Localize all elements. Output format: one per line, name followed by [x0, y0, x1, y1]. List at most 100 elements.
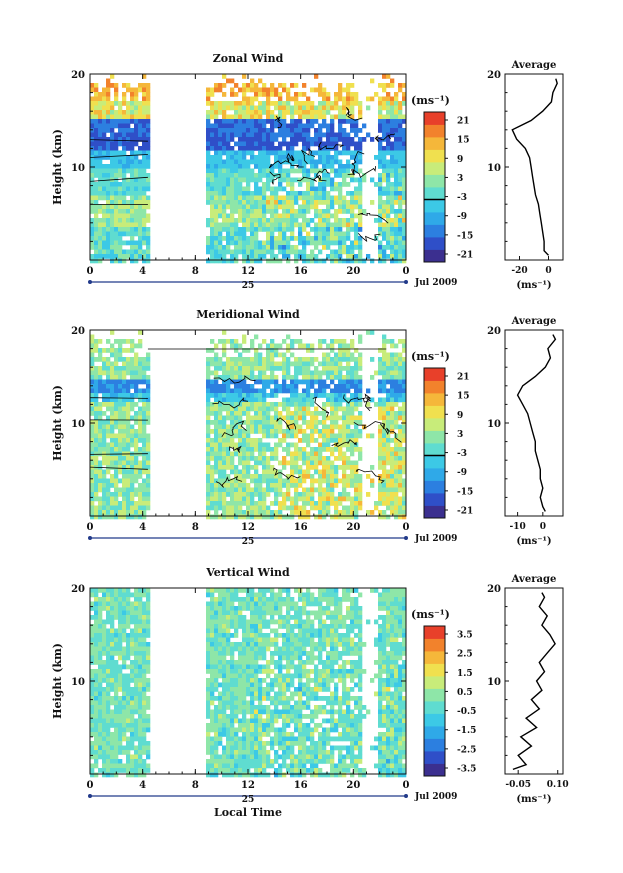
- average-profile: Average 10 20 -20 0 (ms⁻¹): [487, 60, 564, 291]
- colorbar-tick-label: 3.5: [457, 631, 473, 641]
- y-axis-label: Height (km): [51, 643, 64, 719]
- avg-x-tick-label: 0: [545, 266, 551, 276]
- colorbar-tick-label: 1.5: [457, 669, 473, 679]
- x-tick-label: 20: [346, 522, 360, 533]
- y-tick-label: 20: [71, 326, 85, 337]
- x-tick-label: 12: [241, 780, 255, 791]
- x-tick-label: 16: [294, 266, 308, 277]
- avg-y-tick-label: 20: [487, 70, 501, 81]
- average-profile: Average 10 20 -10 0 (ms⁻¹): [487, 316, 564, 547]
- colorbar-tick-label: 21: [457, 373, 470, 383]
- avg-x-label: (ms⁻¹): [516, 280, 551, 291]
- average-frame: [504, 587, 564, 775]
- colorbar: 21 15 9 3 -3 -9 -15 -21: [423, 111, 473, 263]
- colorbar-unit: (ms⁻¹): [411, 350, 450, 363]
- date-marker: 25: [242, 281, 255, 291]
- colorbar-tick-label: 9: [457, 411, 463, 421]
- avg-x-tick-label: -10: [509, 522, 525, 532]
- x-tick-label: 0: [403, 266, 410, 277]
- colorbar-tick-label: -21: [457, 251, 473, 261]
- colorbar-tick-label: -9: [457, 468, 467, 478]
- average-frame: [504, 73, 564, 261]
- colorbar-tick-label: -9: [457, 212, 467, 222]
- colorbar-tick-label: 21: [457, 117, 470, 127]
- panel-title: Vertical Wind: [205, 566, 290, 579]
- contours: [89, 107, 395, 242]
- date-bar-start: [88, 536, 92, 540]
- colorbar-tick-label: -15: [457, 487, 473, 497]
- date-bar-start: [88, 280, 92, 284]
- colorbar: 3.5 2.5 1.5 0.5 -0.5 -1.5 -2.5 -3.5: [423, 625, 476, 777]
- x-tick-label: 8: [192, 780, 199, 791]
- colorbar: 21 15 9 3 -3 -9 -15 -21: [423, 367, 473, 519]
- x-tick-label: 12: [241, 522, 255, 533]
- x-tick-label: 0: [87, 522, 94, 533]
- colorbar-tick-label: 0.5: [457, 688, 473, 698]
- y-tick-label: 20: [71, 584, 85, 595]
- panel-meridional-wind: Meridional Wind 10 20 Height (km) 0 4 8 12 16 20 0…: [51, 308, 564, 547]
- x-tick-label: 8: [192, 266, 199, 277]
- average-profile: Average 10 20 -0.05 0.10 (ms⁻¹): [487, 574, 569, 805]
- y-tick-label: 20: [71, 70, 85, 81]
- average-line: [511, 78, 558, 256]
- heatmap: [90, 588, 407, 778]
- x-tick-label: 16: [294, 522, 308, 533]
- colorbar-tick-label: 15: [457, 136, 470, 146]
- colorbar-tick-label: 3: [457, 430, 463, 440]
- avg-x-tick-label: 0.10: [547, 780, 569, 790]
- avg-x-tick-label: -20: [511, 266, 527, 276]
- colorbar-frame: [423, 111, 446, 263]
- average-line: [512, 592, 556, 771]
- colorbar-tick-label: 15: [457, 392, 470, 402]
- x-tick-label: 20: [346, 780, 360, 791]
- average-title: Average: [511, 574, 557, 585]
- y-tick-label: 10: [71, 677, 85, 688]
- colorbar-tick-label: -0.5: [457, 707, 476, 717]
- date-bar-end: [404, 536, 408, 540]
- colorbar-tick-label: -3: [457, 193, 467, 203]
- x-tick-label: 4: [139, 266, 146, 277]
- average-title: Average: [511, 60, 557, 71]
- x-tick-label: 4: [139, 780, 146, 791]
- x-tick-label: 16: [294, 780, 308, 791]
- x-tick-label: 8: [192, 522, 199, 533]
- y-axis-label: Height (km): [51, 385, 64, 461]
- heatmap: [90, 74, 407, 264]
- x-tick-label: 0: [403, 522, 410, 533]
- x-tick-label: 4: [139, 522, 146, 533]
- colorbar-tick-label: 9: [457, 155, 463, 165]
- date-bar-end: [404, 280, 408, 284]
- avg-y-tick-label: 20: [487, 584, 501, 595]
- date-marker: 25: [242, 795, 255, 805]
- panel-zonal-wind: Zonal Wind 10 20 Height (km) 0 4 8 12 16 20 0 25 Jul…: [51, 52, 564, 291]
- colorbar-tick-label: -3: [457, 449, 467, 459]
- x-axis-label: Local Time: [214, 806, 282, 819]
- colorbar-unit: (ms⁻¹): [411, 608, 450, 621]
- y-tick-label: 10: [71, 163, 85, 174]
- date-caption: Jul 2009: [414, 534, 457, 544]
- avg-x-label: (ms⁻¹): [516, 794, 551, 805]
- panel-vertical-wind: Vertical Wind 10 20 Height (km) 0 4 8 12 16 20 0 25…: [51, 566, 569, 819]
- colorbar-tick-label: -1.5: [457, 726, 476, 736]
- avg-y-tick-label: 10: [487, 419, 501, 430]
- x-tick-label: 0: [87, 780, 94, 791]
- date-bar-end: [404, 794, 408, 798]
- y-axis-label: Height (km): [51, 129, 64, 205]
- date-caption: Jul 2009: [414, 278, 457, 288]
- panel-title: Zonal Wind: [213, 52, 284, 65]
- avg-y-tick-label: 10: [487, 677, 501, 688]
- x-tick-label: 20: [346, 266, 360, 277]
- y-tick-label: 10: [71, 419, 85, 430]
- avg-x-label: (ms⁻¹): [516, 536, 551, 547]
- colorbar-unit: (ms⁻¹): [411, 94, 450, 107]
- average-title: Average: [511, 316, 557, 327]
- x-tick-label: 0: [87, 266, 94, 277]
- avg-x-tick-label: 0: [540, 522, 546, 532]
- colorbar-frame: [423, 367, 446, 519]
- date-bar-start: [88, 794, 92, 798]
- average-line: [516, 334, 557, 512]
- panel-title: Meridional Wind: [196, 308, 300, 321]
- avg-x-tick-label: -0.05: [505, 780, 531, 790]
- date-caption: Jul 2009: [414, 792, 457, 802]
